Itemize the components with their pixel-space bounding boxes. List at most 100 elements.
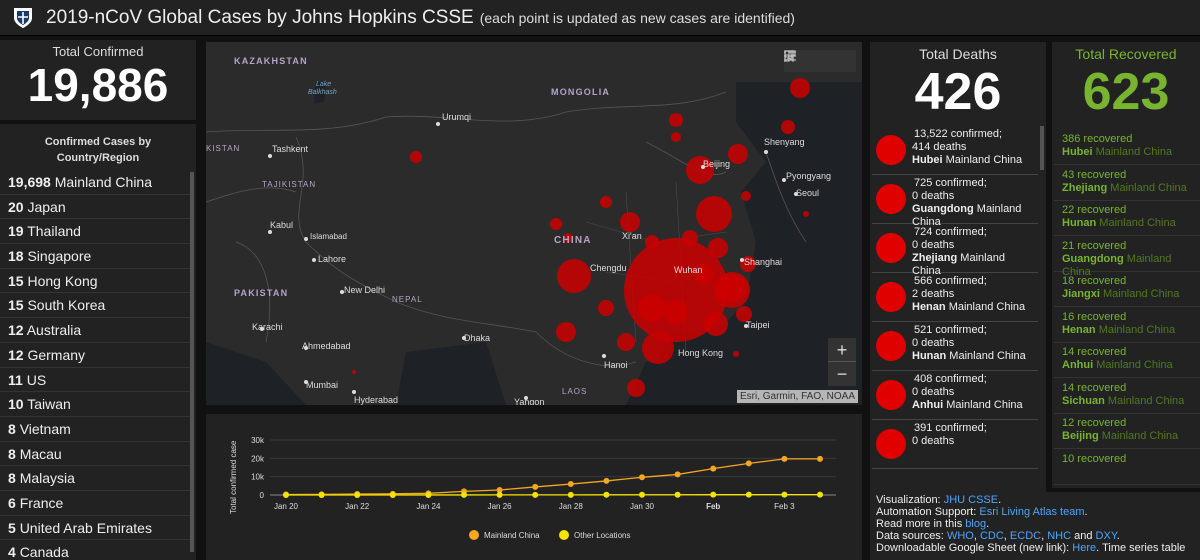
death-row[interactable]: 521 confirmed; 0 deaths Hunan Mainland Chi… <box>872 322 1038 371</box>
death-row[interactable]: 408 confirmed; 0 deaths Anhui Mainland Chi… <box>872 371 1038 420</box>
case-circle <box>803 211 809 217</box>
map-label-lake: Lake <box>316 81 331 88</box>
series-point <box>710 491 717 498</box>
death-count: 0 deaths <box>912 190 955 202</box>
lake-balkhash-shape <box>314 82 326 104</box>
case-circle-beijing <box>686 156 714 184</box>
jhu-csse-link[interactable]: JHU CSSE <box>943 494 999 506</box>
case-circles[interactable] <box>352 78 810 397</box>
country-name: Mainland China <box>54 174 153 190</box>
death-confirmed: 391 confirmed; <box>914 422 987 434</box>
chart-xticks: Jan 20 Jan 22 Jan 24 Jan 26 Jan 28 Jan 30 Feb F… <box>274 502 795 511</box>
death-row[interactable]: 566 confirmed; 2 deaths Henan Mainland Chi… <box>872 273 1038 322</box>
recovered-row[interactable]: 21 recovered Guangdong Mainland China <box>1054 237 1200 278</box>
deaths-list-scrollbar[interactable] <box>1040 126 1044 170</box>
series-point <box>318 491 325 498</box>
series-point <box>603 477 610 484</box>
country-list-scrollbar[interactable] <box>190 172 194 552</box>
who-link[interactable]: WHO <box>946 530 974 542</box>
country-row[interactable]: 18 Singapore <box>0 244 190 269</box>
chart-legend[interactable]: Mainland China Other Locations <box>469 530 630 540</box>
recovered-count: 14 recovered <box>1062 381 1127 394</box>
death-confirmed: 521 confirmed; <box>914 324 987 336</box>
country-row[interactable]: 15 Hong Kong <box>0 269 190 294</box>
country-row[interactable]: 11 US <box>0 368 190 393</box>
death-count: 0 deaths <box>912 386 955 398</box>
country-row[interactable]: 20 Japan <box>0 195 190 220</box>
case-circle <box>669 113 683 127</box>
country-row[interactable]: 5 United Arab Emirates <box>0 516 190 541</box>
death-region: Henan <box>912 301 946 313</box>
recovered-country: Mainland China <box>1102 288 1180 300</box>
city-shenyang: Shenyang <box>764 137 805 147</box>
death-count: 0 deaths <box>912 239 955 251</box>
dxy-link[interactable]: DXY <box>1095 530 1117 542</box>
death-row[interactable]: 13,522 confirmed; 414 deaths Hubei Mainlan… <box>872 126 1038 175</box>
death-row[interactable]: 725 confirmed; 0 deaths Guangdong Mainland… <box>872 175 1038 228</box>
map-canvas[interactable]: KAZAKHSTAN MONGOLIA CHINA PAKISTAN NEPAL… <box>206 42 862 405</box>
recovered-row[interactable]: 14 recovered Anhui Mainland China <box>1054 343 1200 378</box>
recovered-row[interactable]: 10 recovered <box>1054 450 1200 485</box>
qr-icon[interactable] <box>784 50 856 72</box>
google-sheet-link[interactable]: Here <box>1072 542 1097 554</box>
country-row[interactable]: 6 France <box>0 491 190 516</box>
death-confirmed: 13,522 confirmed; <box>914 128 1003 140</box>
country-row[interactable]: 8 Macau <box>0 442 190 467</box>
city-beijing: Beijing <box>703 159 730 169</box>
ecdc-link[interactable]: ECDC <box>1009 530 1042 542</box>
zoom-in-button[interactable]: + <box>828 338 856 362</box>
country-name: Australia <box>26 322 82 339</box>
recovered-country: Mainland China <box>1101 430 1179 442</box>
city-lahore: Lahore <box>318 254 346 264</box>
esri-link[interactable]: Esri Living Atlas team <box>979 506 1085 518</box>
recovered-row[interactable]: 18 recovered Jiangxi Mainland China <box>1054 272 1200 307</box>
map-label-nepal: NEPAL <box>392 295 423 304</box>
blog-link[interactable]: blog <box>965 518 987 530</box>
death-row[interactable]: 724 confirmed; 0 deaths Zhejiang Mainland … <box>872 224 1038 277</box>
chart-yticks: 0 10k 20k 30k <box>251 436 265 500</box>
country-row[interactable]: 10 Taiwan <box>0 392 190 417</box>
list-icon[interactable] <box>784 50 832 72</box>
total-recovered-label: Total Recovered <box>1075 46 1177 62</box>
death-dot <box>876 233 906 263</box>
recovered-row[interactable]: 14 recovered Sichuan Mainland China <box>1054 379 1200 414</box>
city-shanghai: Shanghai <box>744 257 782 267</box>
recovered-row[interactable]: 386 recovered Hubei Mainland China <box>1054 130 1200 165</box>
country-list-heading: Confirmed Cases by Country/Region <box>44 136 152 164</box>
recovered-row[interactable]: 12 recovered Beijing Mainland China <box>1054 414 1200 449</box>
country-borders <box>206 91 807 367</box>
death-count: 0 deaths <box>912 337 955 349</box>
recovered-row[interactable]: 22 recovered Hunan Mainland China <box>1054 201 1200 236</box>
country-row[interactable]: 19,698 Mainland China <box>0 170 190 195</box>
recovered-row[interactable]: 43 recovered Zhejiang Mainland China <box>1054 166 1200 201</box>
zoom-out-button[interactable]: − <box>836 364 848 384</box>
series-point <box>817 455 823 462</box>
series-point <box>710 465 717 472</box>
nhc-link[interactable]: NHC <box>1047 530 1072 542</box>
map-label-tajikistan: TAJIKISTAN <box>262 180 316 189</box>
map-label-balkhash: Balkhash <box>308 89 337 96</box>
country-list-panel[interactable]: Confirmed Cases by Country/Region 19,698… <box>0 124 196 560</box>
cdc-link[interactable]: CDC <box>979 530 1004 542</box>
death-row[interactable]: 391 confirmed; 0 deaths <box>872 420 1038 469</box>
recovered-row[interactable]: 16 recovered Henan Mainland China <box>1054 308 1200 343</box>
series-point <box>496 486 503 493</box>
city-seoul: Seoul <box>796 188 819 198</box>
recovered-country: Mainland China <box>1095 146 1173 158</box>
country-name: United Arab Emirates <box>19 519 152 536</box>
country-row[interactable]: 15 South Korea <box>0 293 190 319</box>
series-point <box>567 491 574 498</box>
country-name: France <box>19 494 64 511</box>
country-row[interactable]: 12 Germany <box>0 343 190 368</box>
country-name: Japan <box>27 198 66 215</box>
country-row[interactable]: 19 Thailand <box>0 219 190 245</box>
total-deaths-value: 426 <box>914 63 1002 121</box>
country-row[interactable]: 12 Australia <box>0 318 190 343</box>
country-row[interactable]: 8 Malaysia <box>0 466 190 491</box>
country-row[interactable]: 4 Canada <box>0 540 190 560</box>
case-circle <box>627 379 645 397</box>
city-pyongyang: Pyongyang <box>786 171 831 181</box>
country-row[interactable]: 8 Vietnam <box>0 417 190 442</box>
map-view[interactable]: KAZAKHSTAN MONGOLIA CHINA PAKISTAN NEPAL… <box>206 42 862 405</box>
city-dhaka: Dhaka <box>464 333 490 343</box>
